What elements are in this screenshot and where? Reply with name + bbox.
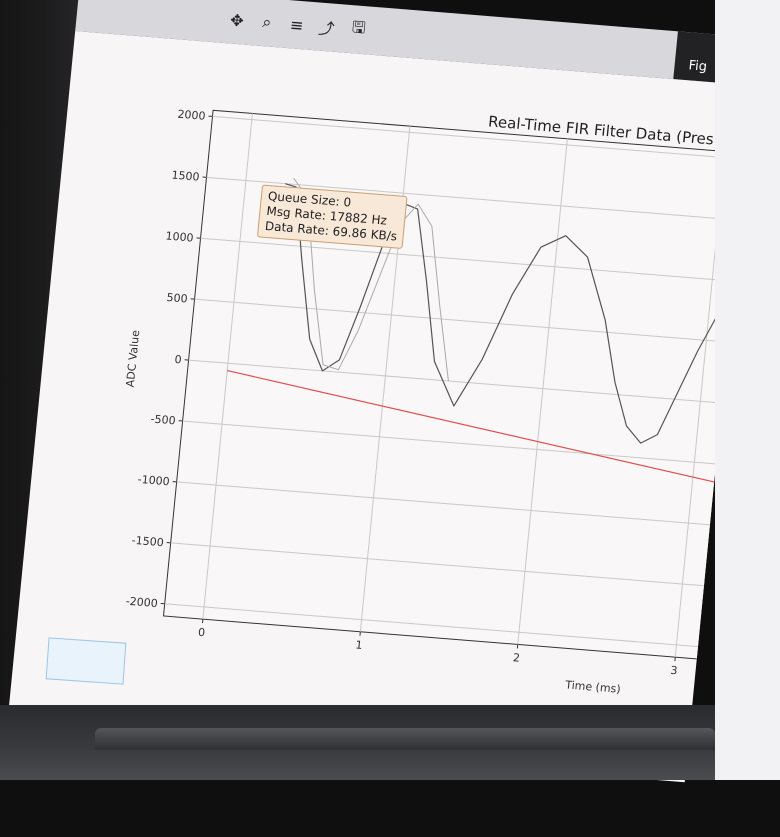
x-tick-label: 3 xyxy=(670,664,678,678)
pan-icon[interactable]: ✥ xyxy=(226,9,248,31)
y-tick-label: -1000 xyxy=(137,473,170,489)
x-tick-label: 1 xyxy=(355,638,363,652)
y-tick-label: 500 xyxy=(166,291,188,306)
y-tick-label: -1500 xyxy=(131,534,164,550)
plot-area xyxy=(164,110,753,659)
figure-label: Fig xyxy=(688,58,708,74)
edit-axis-icon[interactable]: ⤴ xyxy=(316,16,338,38)
room-background xyxy=(715,0,780,780)
y-tick-label: 1500 xyxy=(171,169,200,184)
x-tick-label: 2 xyxy=(512,651,520,665)
save-icon[interactable]: 🖫 xyxy=(348,19,370,41)
zoom-icon[interactable]: ⌕ xyxy=(256,12,278,34)
y-tick-label: -500 xyxy=(150,412,176,427)
configure-icon[interactable]: ≡ xyxy=(286,14,308,36)
taskbar-notification xyxy=(46,637,127,684)
y-tick-label: 1000 xyxy=(165,229,194,244)
y-tick-label: 0 xyxy=(174,353,182,367)
y-axis-label: ADC Value xyxy=(124,329,143,387)
x-tick-label: 0 xyxy=(197,626,205,640)
x-axis-label: Time (ms) xyxy=(564,678,622,695)
laptop-hinge xyxy=(95,728,715,750)
y-tick-label: -2000 xyxy=(125,595,158,611)
y-tick-label: 2000 xyxy=(177,108,206,123)
